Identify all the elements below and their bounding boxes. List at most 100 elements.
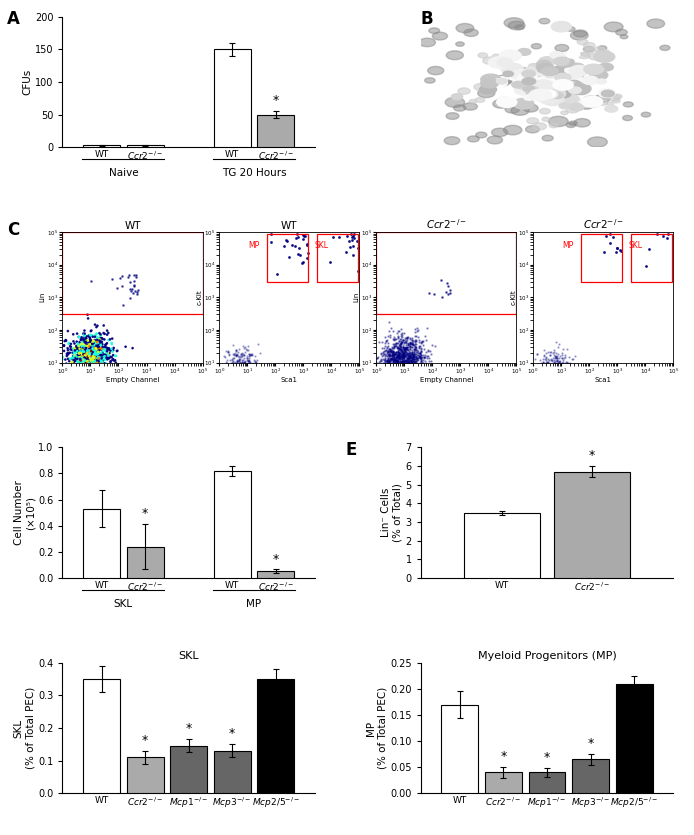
Point [94, 352, 105, 365]
Point [81, 332, 92, 346]
Point [75, 353, 86, 367]
Point [78, 365, 89, 378]
Point [81, 357, 92, 370]
Point [95, 335, 106, 348]
Point [72, 338, 83, 352]
Point [383, 353, 394, 367]
Point [91, 354, 102, 367]
Point [563, 362, 574, 375]
Point [61, 347, 72, 361]
Bar [214, 471, 251, 578]
Point [548, 360, 559, 373]
Point [409, 352, 421, 365]
Bar [214, 751, 251, 793]
Point [378, 371, 389, 384]
Point [227, 353, 238, 367]
Point [568, 352, 579, 365]
Point [397, 347, 408, 360]
Point [393, 324, 404, 337]
Point [86, 359, 97, 372]
Point [241, 366, 252, 379]
Point [423, 343, 434, 357]
Point [397, 361, 408, 374]
Point [78, 375, 89, 388]
Point [86, 357, 97, 370]
Point [81, 354, 92, 367]
Point [393, 351, 405, 364]
Point [81, 338, 92, 352]
Point [94, 356, 105, 369]
Point [225, 353, 236, 367]
Point [237, 347, 248, 360]
Point [287, 238, 298, 251]
Point [71, 349, 82, 362]
Point [391, 369, 403, 382]
Point [532, 364, 543, 377]
Point [566, 352, 577, 365]
Point [228, 377, 239, 391]
Point [238, 363, 249, 377]
Circle shape [582, 96, 602, 107]
Point [412, 345, 423, 358]
Point [399, 344, 410, 357]
Point [409, 372, 420, 385]
Point [548, 364, 559, 377]
Point [81, 341, 92, 354]
Point [65, 340, 76, 353]
Point [105, 342, 117, 356]
Circle shape [527, 118, 539, 124]
Point [81, 347, 92, 360]
Point [94, 326, 105, 340]
Point [89, 348, 100, 362]
Point [242, 367, 253, 380]
Point [545, 373, 556, 387]
Point [386, 362, 397, 376]
Point [400, 345, 412, 358]
Point [241, 361, 252, 374]
Point [400, 362, 412, 375]
Circle shape [536, 69, 545, 74]
Point [82, 347, 93, 360]
Point [90, 355, 101, 368]
Point [389, 366, 400, 379]
Point [409, 360, 421, 373]
Point [92, 347, 103, 360]
Point [81, 348, 92, 362]
Point [384, 330, 396, 343]
Point [94, 373, 105, 387]
Point [90, 359, 101, 372]
Point [543, 363, 554, 377]
Point [409, 340, 421, 353]
Point [71, 358, 83, 372]
Point [400, 356, 412, 369]
Point [550, 364, 561, 377]
Point [405, 361, 416, 374]
Point [86, 363, 97, 377]
Point [96, 362, 107, 375]
Point [82, 339, 93, 352]
Circle shape [552, 67, 567, 75]
Point [86, 362, 97, 376]
Point [390, 362, 401, 375]
Point [78, 348, 90, 362]
Point [69, 349, 80, 362]
Point [86, 352, 97, 366]
Point [235, 377, 246, 391]
Point [80, 352, 91, 366]
Point [542, 356, 553, 369]
Point [398, 346, 409, 359]
Point [407, 361, 418, 374]
Point [395, 363, 406, 377]
Point [550, 374, 561, 387]
Point [106, 344, 117, 357]
Point [393, 363, 404, 377]
Point [218, 372, 229, 385]
Point [397, 359, 408, 372]
Point [83, 377, 94, 391]
Point [384, 344, 395, 357]
Point [375, 354, 386, 367]
Point [82, 365, 93, 378]
Point [404, 346, 415, 359]
Point [555, 369, 566, 382]
Point [404, 376, 415, 389]
